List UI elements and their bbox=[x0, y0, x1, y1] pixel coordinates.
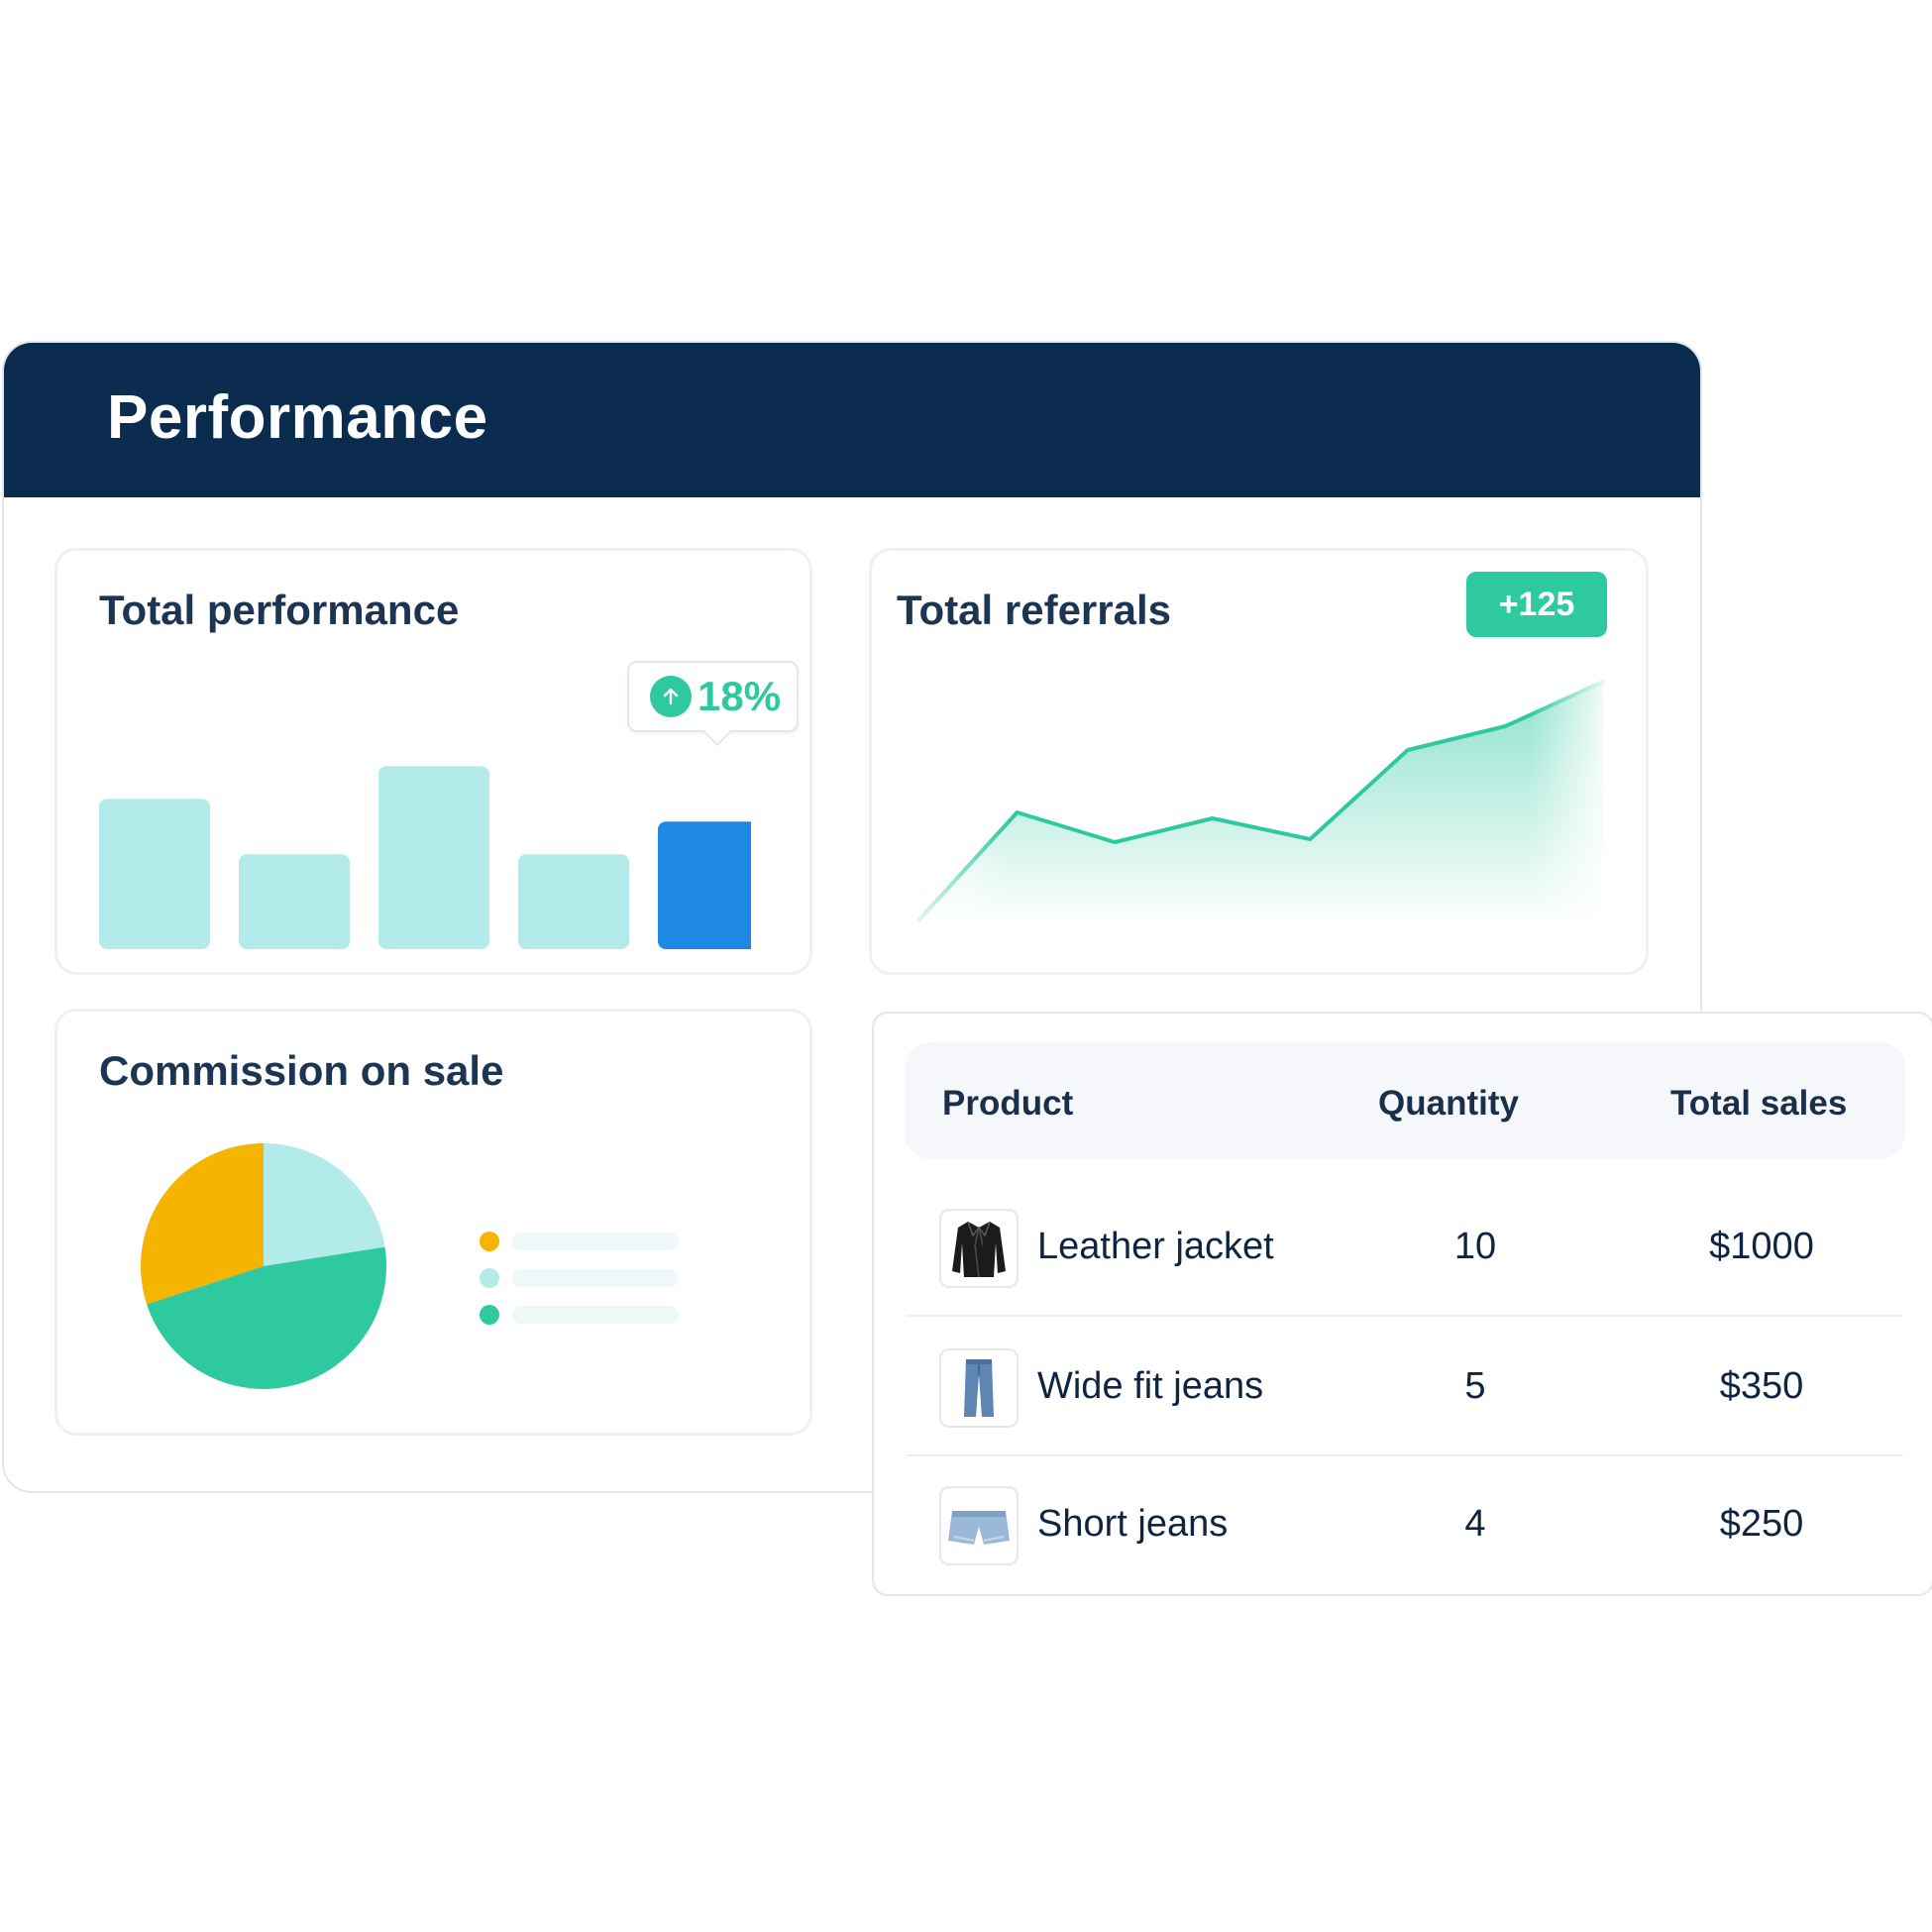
bar bbox=[518, 854, 629, 949]
total-performance-title: Total performance bbox=[99, 587, 460, 633]
growth-badge: 18% bbox=[627, 661, 799, 747]
legend-label-placeholder bbox=[512, 1269, 679, 1287]
table-header: Product Quantity Total sales bbox=[905, 1042, 1905, 1159]
area-fade-overlay bbox=[902, 660, 1615, 947]
table-row[interactable]: Wide fit jeans 5 $350 bbox=[907, 1319, 1903, 1456]
pie-slice bbox=[264, 1143, 385, 1266]
total-performance-card: Total performance 18% bbox=[54, 548, 812, 975]
commission-legend bbox=[480, 1230, 688, 1339]
legend-dot bbox=[480, 1232, 499, 1251]
referrals-change-pill: +125 bbox=[1466, 572, 1607, 637]
pie-slice bbox=[147, 1246, 386, 1389]
wide-fit-jeans-icon bbox=[939, 1348, 1019, 1428]
table-row[interactable]: Leather jacket 10 $1000 bbox=[907, 1179, 1903, 1317]
panel-title: Performance bbox=[107, 383, 488, 452]
product-total-sales: $250 bbox=[1719, 1503, 1804, 1545]
product-quantity: 10 bbox=[1453, 1226, 1497, 1267]
bar-highlighted bbox=[658, 821, 751, 949]
total-referrals-title: Total referrals bbox=[897, 587, 1171, 633]
pie-slice bbox=[141, 1143, 264, 1305]
product-name: Short jeans bbox=[1037, 1503, 1229, 1545]
legend-item bbox=[480, 1230, 688, 1253]
legend-label-placeholder bbox=[512, 1306, 679, 1324]
short-jeans-icon bbox=[939, 1486, 1019, 1565]
bar bbox=[378, 766, 489, 949]
bar bbox=[99, 799, 210, 949]
growth-value: 18% bbox=[698, 673, 782, 719]
commission-card: Commission on sale bbox=[54, 1009, 812, 1436]
header-quantity: Quantity bbox=[1378, 1084, 1519, 1123]
commission-title: Commission on sale bbox=[99, 1047, 504, 1094]
product-name: Leather jacket bbox=[1037, 1226, 1274, 1267]
legend-dot bbox=[480, 1268, 499, 1288]
legend-dot bbox=[480, 1305, 499, 1325]
commission-pie-chart bbox=[141, 1143, 386, 1389]
header-total-sales: Total sales bbox=[1670, 1084, 1848, 1123]
total-performance-bar-chart bbox=[99, 766, 751, 949]
bar bbox=[239, 854, 350, 949]
panel-header: Performance bbox=[4, 343, 1700, 497]
product-quantity: 5 bbox=[1464, 1365, 1486, 1407]
legend-label-placeholder bbox=[512, 1233, 679, 1250]
legend-item bbox=[480, 1266, 688, 1290]
leather-jacket-icon bbox=[939, 1209, 1019, 1288]
product-name: Wide fit jeans bbox=[1037, 1365, 1264, 1407]
product-quantity: 4 bbox=[1464, 1503, 1486, 1545]
row-divider bbox=[907, 1454, 1903, 1456]
performance-panel: Performance Total performance 18% Total … bbox=[2, 341, 1702, 1493]
product-total-sales: $350 bbox=[1719, 1365, 1804, 1407]
header-product: Product bbox=[942, 1084, 1074, 1123]
row-divider bbox=[907, 1315, 1903, 1317]
total-referrals-area-chart bbox=[902, 660, 1615, 947]
total-referrals-card: Total referrals +125 bbox=[869, 548, 1649, 975]
arrow-up-icon bbox=[650, 676, 692, 717]
table-row[interactable]: Short jeans 4 $250 bbox=[907, 1456, 1903, 1594]
product-total-sales: $1000 bbox=[1709, 1226, 1814, 1267]
products-table: Product Quantity Total sales Leather jac… bbox=[872, 1012, 1932, 1596]
legend-item bbox=[480, 1303, 688, 1327]
